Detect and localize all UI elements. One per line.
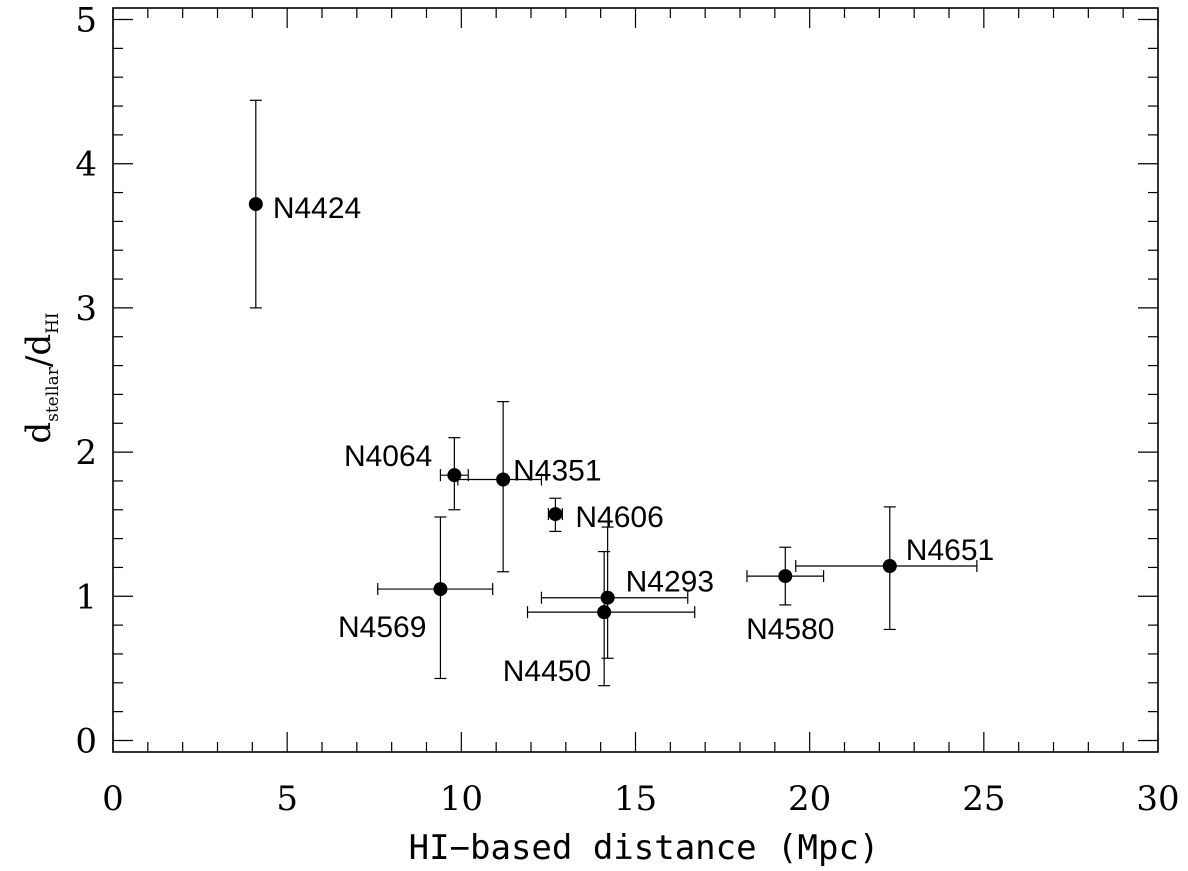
x-tick-label: 30 xyxy=(1136,779,1179,819)
x-tick-label: 10 xyxy=(440,779,483,819)
y-tick-label: 4 xyxy=(75,145,97,185)
plot-border xyxy=(112,7,1159,753)
point-labels: N4424 N4064 N4351 N4606 N4569 N4293 N4450 N4580… xyxy=(273,192,994,688)
y-axis-label-den-sub: HI xyxy=(43,312,63,334)
y-tick-label: 0 xyxy=(75,721,97,761)
point-label-n4351: N4351 xyxy=(513,454,601,487)
point-label-n4606: N4606 xyxy=(575,501,663,534)
point-label-n4450: N4450 xyxy=(503,655,591,688)
point-label-n4293: N4293 xyxy=(626,566,714,599)
x-tick-label: 15 xyxy=(614,779,657,819)
data-point-n4651 xyxy=(882,559,897,573)
y-axis-label-num-sub: stellar xyxy=(43,366,63,422)
y-tick-label: 2 xyxy=(75,433,97,473)
data-point-n4569 xyxy=(433,582,448,597)
y-axis-label-slash: / xyxy=(19,355,59,367)
data-point-n4293 xyxy=(600,590,615,605)
point-label-n4580: N4580 xyxy=(746,613,834,646)
x-tick-label: 5 xyxy=(276,779,298,819)
data-point-n4424 xyxy=(248,197,263,212)
y-axis-label-num: d xyxy=(19,422,59,444)
data-points xyxy=(248,197,897,620)
point-label-n4064: N4064 xyxy=(344,440,432,473)
x-tick-label: 25 xyxy=(962,779,1005,819)
x-tick-label: 0 xyxy=(102,779,124,819)
y-axis-label-den: d xyxy=(19,334,59,356)
y-axis-label: dstellar/dHI xyxy=(19,312,63,443)
y-tick-label: 5 xyxy=(75,1,97,41)
data-point-n4580 xyxy=(778,569,793,584)
data-point-n4351 xyxy=(496,472,511,487)
point-label-n4651: N4651 xyxy=(906,534,994,567)
data-point-n4450 xyxy=(597,605,612,620)
data-point-n4064 xyxy=(447,468,462,483)
y-tick-label: 3 xyxy=(75,289,97,329)
plot-frame xyxy=(112,7,1159,753)
point-label-n4569: N4569 xyxy=(338,611,426,644)
data-point-n4606 xyxy=(548,507,563,522)
x-tick-label: 20 xyxy=(788,779,831,819)
y-tick-label: 1 xyxy=(75,577,97,617)
point-label-n4424: N4424 xyxy=(273,192,361,225)
axis-ticks: 0 5 10 15 20 25 30 0 1 2 3 4 5 xyxy=(75,1,1179,819)
error-bar-n4569 xyxy=(377,516,494,680)
x-axis-label: HI−based distance (Mpc) xyxy=(409,828,880,868)
